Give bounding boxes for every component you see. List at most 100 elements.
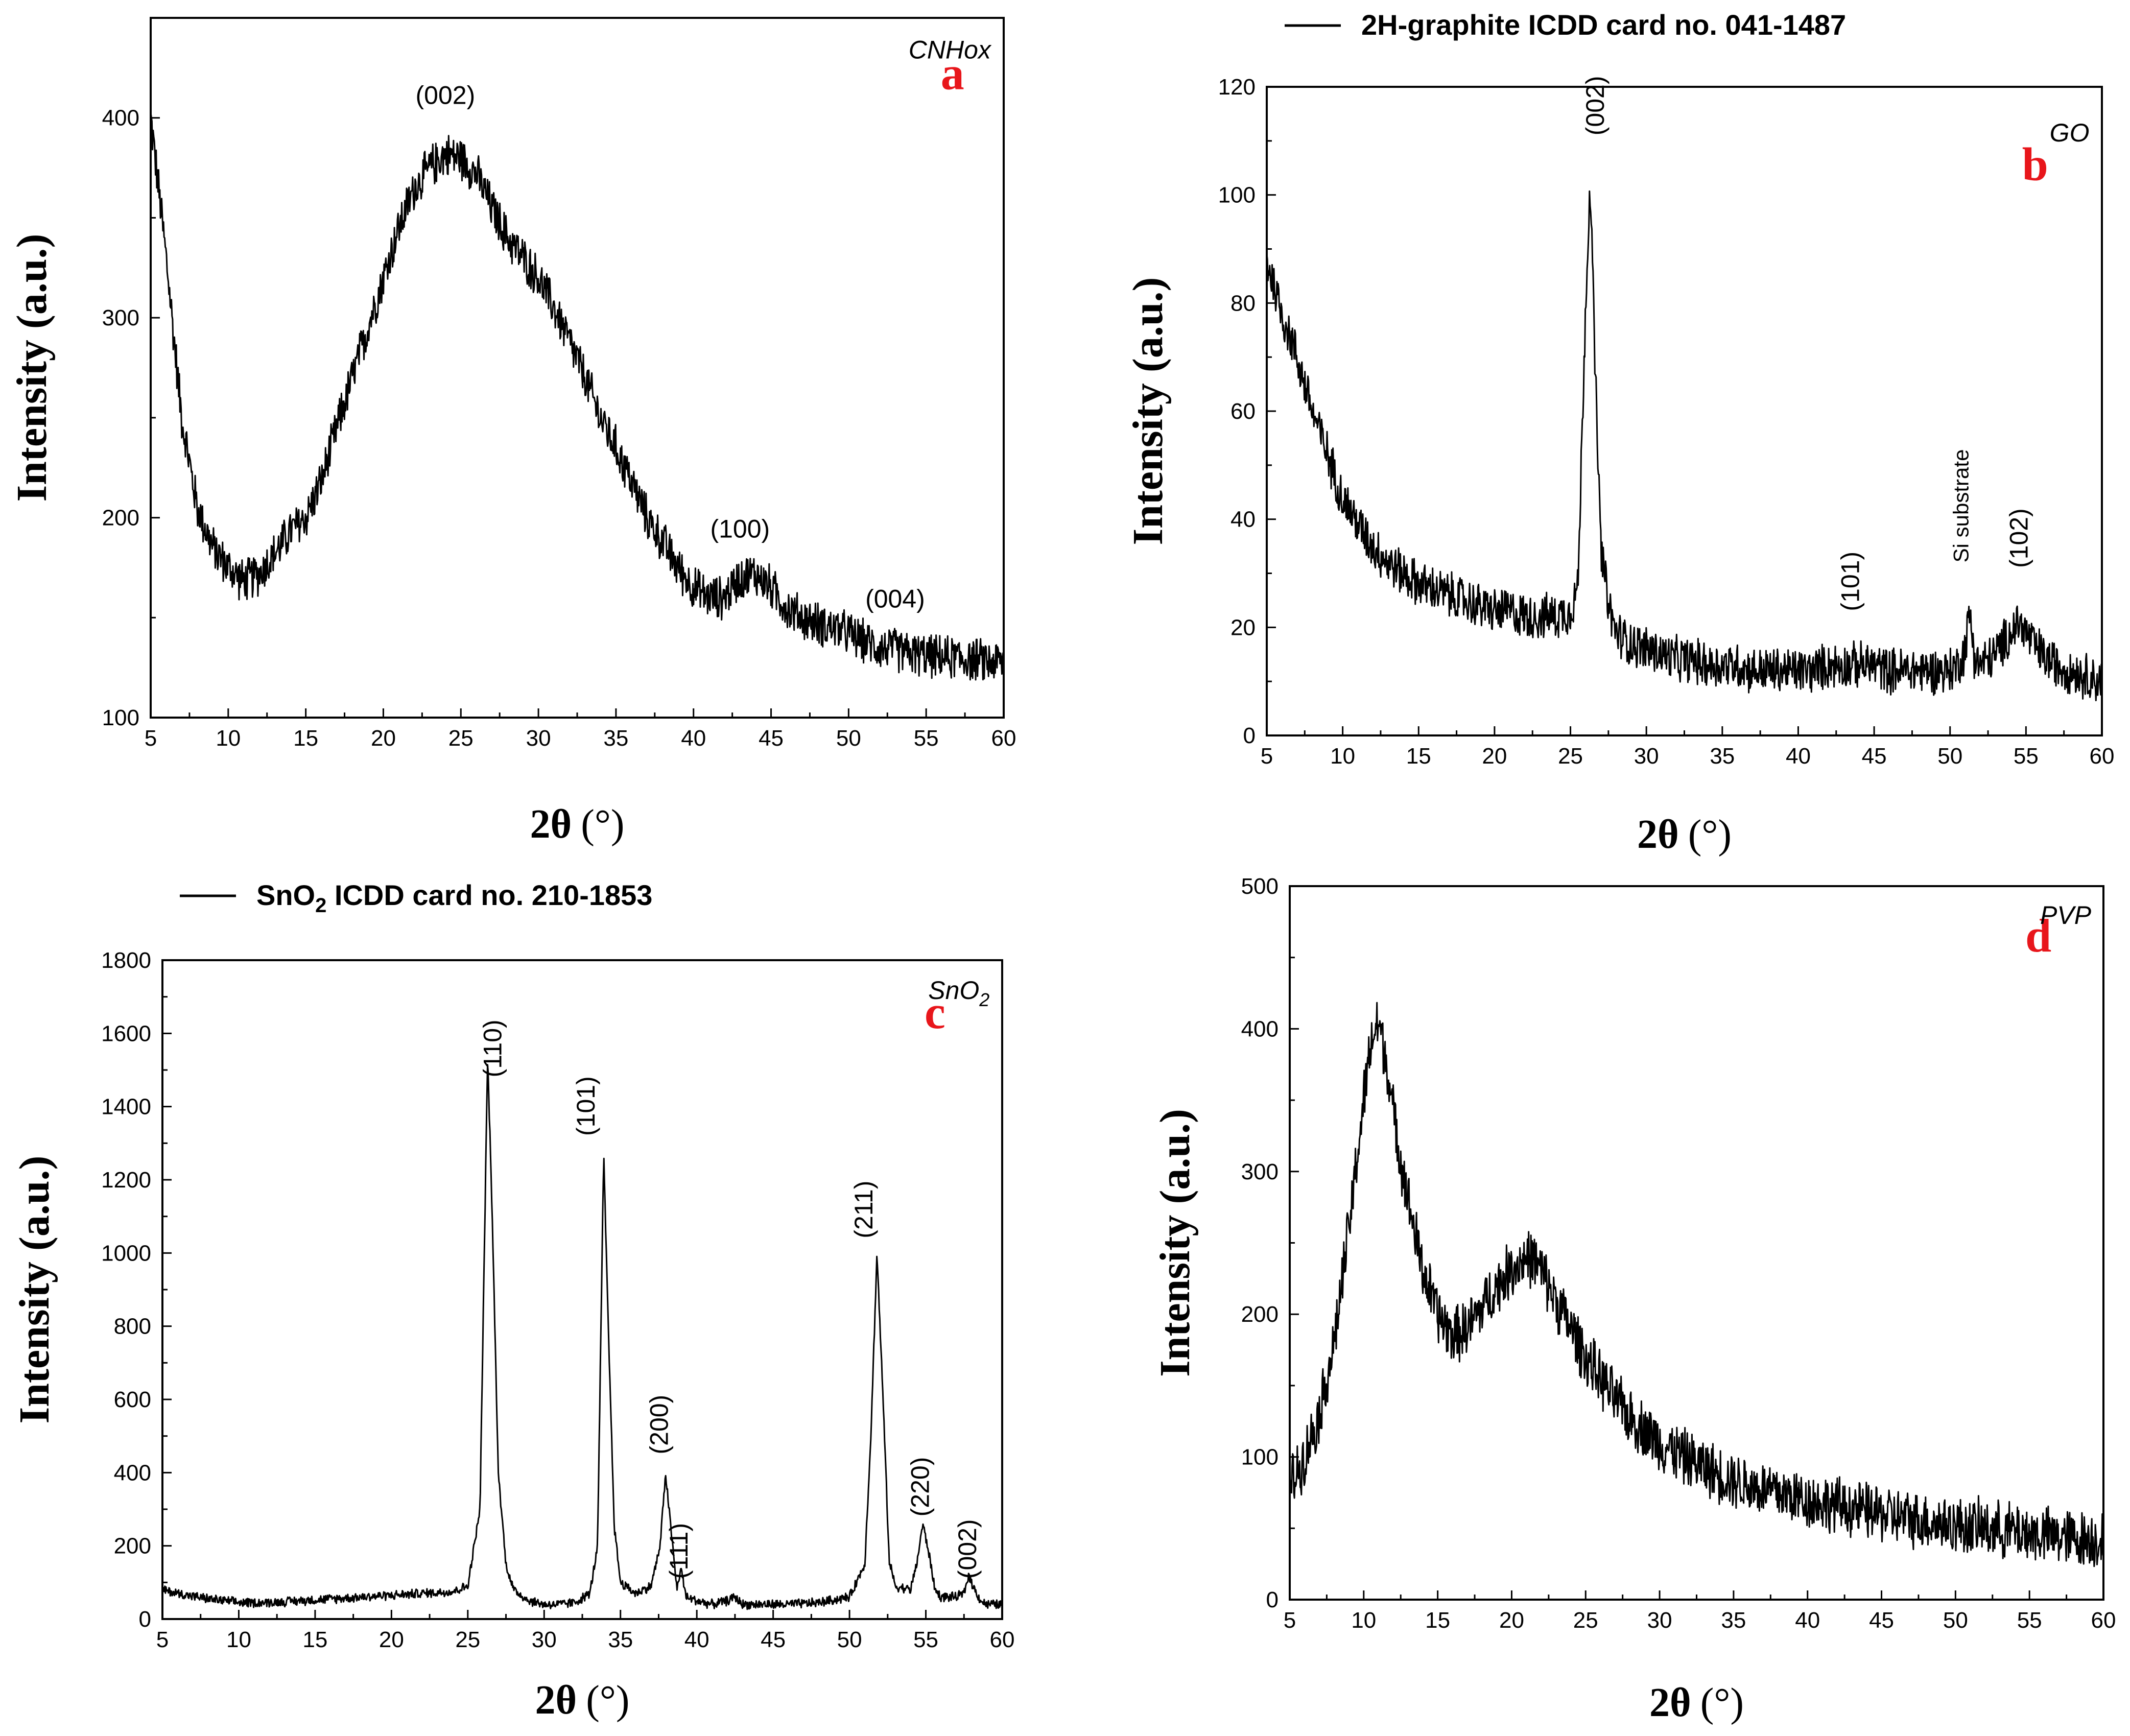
peak-label: (111) <box>665 1523 693 1579</box>
y-tick-label: 200 <box>102 506 139 531</box>
x-tick-label: 30 <box>1647 1608 1672 1633</box>
peak-label: (220) <box>906 1457 935 1517</box>
y-tick-label: 80 <box>1230 291 1256 316</box>
y-tick-label: 120 <box>1218 75 1256 100</box>
x-tick-label: 25 <box>1573 1608 1598 1633</box>
legend-text: SnO <box>256 879 315 911</box>
y-tick-label: 400 <box>1241 1016 1279 1041</box>
y-tick-label: 200 <box>1241 1302 1279 1327</box>
x-tick-label: 60 <box>2090 744 2115 769</box>
y-tick-label: 1000 <box>101 1241 151 1266</box>
y-tick-label: 0 <box>139 1607 151 1632</box>
y-tick-label: 100 <box>1218 183 1256 208</box>
x-axis-label-theta: 2θ <box>530 802 572 847</box>
sample-label: SnO2 <box>928 976 989 1010</box>
x-tick-label: 20 <box>1499 1608 1524 1633</box>
x-axis-label: 2θ (°) <box>1637 812 1732 857</box>
x-tick-label: 45 <box>1869 1608 1894 1633</box>
y-tick-label: 800 <box>114 1314 151 1339</box>
y-tick-label: 300 <box>102 305 139 330</box>
x-tick-label: 15 <box>293 726 318 751</box>
sample-label: GO <box>2050 118 2090 147</box>
x-tick-label: 20 <box>371 726 396 751</box>
y-tick-label: 1800 <box>101 948 151 973</box>
peak-label: (002) <box>1581 76 1610 136</box>
legend-subscript: 2 <box>315 894 326 917</box>
xrd-trace-d <box>1289 1002 2104 1567</box>
x-tick-label: 40 <box>1786 744 1811 769</box>
peak-label: (102) <box>2004 508 2033 568</box>
peak-label: (211) <box>849 1181 878 1239</box>
panel-a: 5 10 15 20 25 30 35 40 45 50 55 60 100 200 300 400 Inten… <box>8 17 1016 847</box>
x-axis-label-theta: 2θ <box>535 1678 577 1723</box>
panel-c: 5 10 15 20 25 30 35 40 45 50 55 6002004006008001000… <box>11 879 1014 1723</box>
panel-b: 5 10 15 20 25 30 35 40 45 50 55 60 0 20 40 60 80 100 120 In… <box>1124 9 2114 857</box>
y-tick-label: 500 <box>1241 874 1279 899</box>
x-tick-label: 15 <box>1406 744 1431 769</box>
x-tick-label: 35 <box>608 1627 633 1652</box>
x-tick-label: 60 <box>990 1627 1015 1652</box>
x-tick-label: 15 <box>1425 1608 1450 1633</box>
x-tick-label: 25 <box>455 1627 480 1652</box>
legend-tail: ICDD card no. 210-1853 <box>326 879 652 911</box>
x-tick-label: 20 <box>1482 744 1507 769</box>
x-tick-label: 45 <box>761 1627 786 1652</box>
x-tick-label: 60 <box>2091 1608 2116 1633</box>
x-tick-label: 20 <box>379 1627 404 1652</box>
y-tick-label: 0 <box>1243 723 1256 748</box>
x-tick-label: 5 <box>156 1627 169 1652</box>
x-tick-label: 30 <box>1634 744 1659 769</box>
sample-label-text: SnO <box>928 976 979 1005</box>
panel-d: 5 10 15 20 25 30 35 40 45 50 55 60 0 100 200 300 400 500 I… <box>1151 874 2116 1725</box>
x-axis-label-unit: (°) <box>581 802 624 847</box>
y-tick-label: 100 <box>102 705 139 730</box>
peak-label: (200) <box>645 1395 673 1455</box>
x-tick-label: 30 <box>532 1627 557 1652</box>
x-tick-label: 10 <box>226 1627 251 1652</box>
sample-label: CNHox <box>909 36 992 64</box>
x-tick-label: 15 <box>302 1627 327 1652</box>
x-tick-label: 55 <box>914 726 939 751</box>
y-axis-label: Intensity (a.u.) <box>1151 1109 1199 1377</box>
peak-label: (002) <box>416 81 476 109</box>
x-axis-label-unit: (°) <box>1700 1680 1744 1725</box>
peak-label: (110) <box>479 1019 507 1077</box>
y-tick-label: 400 <box>114 1460 151 1485</box>
panel-letter: d <box>2025 910 2051 962</box>
x-tick-label: 5 <box>1261 744 1273 769</box>
x-axis-label: 2θ (°) <box>535 1678 629 1723</box>
x-axis-label: 2θ (°) <box>530 802 624 847</box>
x-tick-label: 5 <box>145 726 157 751</box>
panel-letter: b <box>2022 138 2048 190</box>
y-axis-label: Intensity (a.u.) <box>1124 277 1172 545</box>
x-tick-label: 25 <box>448 726 474 751</box>
peak-label: (004) <box>865 585 925 613</box>
x-tick-label: 60 <box>991 726 1016 751</box>
x-axis-label-theta: 2θ <box>1637 812 1679 857</box>
x-tick-label: 35 <box>603 726 628 751</box>
y-tick-label: 40 <box>1230 507 1256 532</box>
x-tick-label: 35 <box>1721 1608 1746 1633</box>
y-tick-label: 200 <box>114 1534 151 1559</box>
x-tick-label: 40 <box>1795 1608 1820 1633</box>
xrd-trace-a <box>150 112 1005 681</box>
sample-label-text: GO <box>2050 118 2090 147</box>
y-tick-label: 600 <box>114 1387 151 1412</box>
y-axis-label: Intensity (a.u.) <box>8 233 56 502</box>
y-tick-label: 300 <box>1241 1159 1279 1184</box>
x-tick-label: 45 <box>759 726 784 751</box>
peak-label: (101) <box>1836 552 1864 611</box>
x-tick-label: 55 <box>913 1627 938 1652</box>
x-tick-label: 10 <box>1330 744 1355 769</box>
y-tick-label: 20 <box>1230 615 1256 640</box>
x-tick-label: 50 <box>1943 1608 1968 1633</box>
x-axis-label-theta: 2θ <box>1649 1680 1691 1725</box>
xrd-trace-c <box>161 1064 1003 1610</box>
peak-label: (002) <box>953 1519 982 1579</box>
x-axis-label-unit: (°) <box>586 1678 629 1723</box>
x-tick-label: 35 <box>1710 744 1735 769</box>
x-tick-label: 50 <box>836 726 861 751</box>
y-tick-label: 1400 <box>101 1095 151 1120</box>
